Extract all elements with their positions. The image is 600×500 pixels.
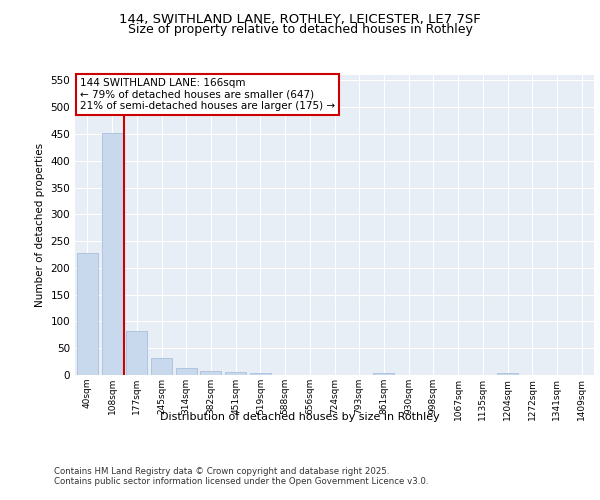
Text: 144, SWITHLAND LANE, ROTHLEY, LEICESTER, LE7 7SF: 144, SWITHLAND LANE, ROTHLEY, LEICESTER,…: [119, 12, 481, 26]
Bar: [77, 253, 98, 375]
Y-axis label: Number of detached properties: Number of detached properties: [35, 143, 45, 307]
Bar: [176, 368, 197, 375]
Text: Distribution of detached houses by size in Rothley: Distribution of detached houses by size …: [160, 412, 440, 422]
Bar: [497, 374, 518, 375]
Bar: [200, 370, 221, 375]
Bar: [151, 358, 172, 375]
Bar: [373, 374, 394, 375]
Bar: [101, 133, 122, 375]
Text: 144 SWITHLAND LANE: 166sqm
← 79% of detached houses are smaller (647)
21% of sem: 144 SWITHLAND LANE: 166sqm ← 79% of deta…: [80, 78, 335, 111]
Bar: [126, 330, 147, 375]
Text: Contains public sector information licensed under the Open Government Licence v3: Contains public sector information licen…: [54, 478, 428, 486]
Bar: [225, 372, 246, 375]
Bar: [250, 374, 271, 375]
Text: Size of property relative to detached houses in Rothley: Size of property relative to detached ho…: [128, 24, 472, 36]
Text: Contains HM Land Registry data © Crown copyright and database right 2025.: Contains HM Land Registry data © Crown c…: [54, 468, 389, 476]
